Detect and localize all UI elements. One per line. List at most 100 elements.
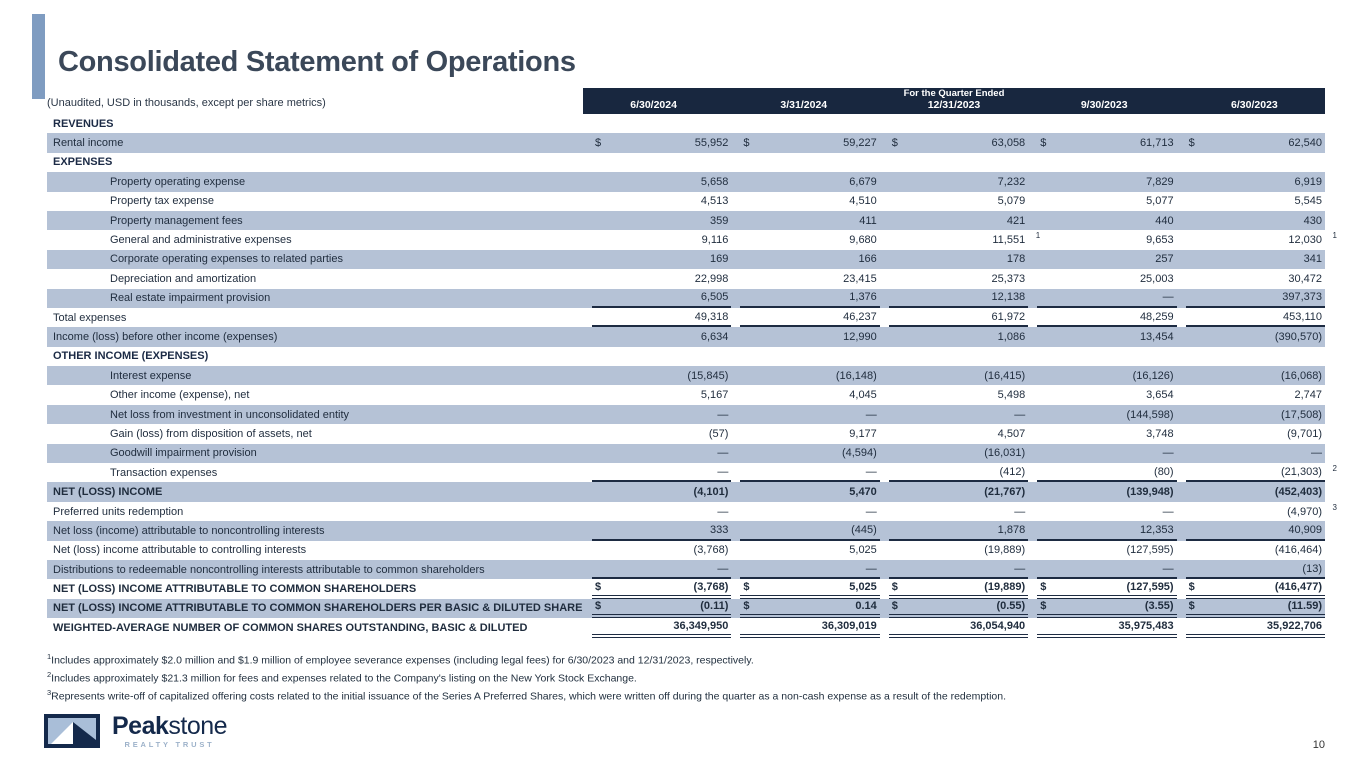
cell-value: 421	[1006, 214, 1026, 227]
row-label: Real estate impairment provision	[110, 292, 271, 305]
cell-value: 178	[1006, 253, 1026, 266]
cell-value: —	[1162, 291, 1174, 304]
cell-value: 5,025	[849, 581, 877, 594]
cell-value: —	[1014, 408, 1026, 421]
cell-value: 397,373	[1282, 291, 1322, 304]
value-cell: —	[592, 502, 731, 521]
value-cell: 48,259	[1037, 308, 1177, 328]
quarter-header-bar: For the Quarter Ended 6/30/2024 3/31/2024…	[583, 88, 1325, 114]
cell-value: 12,353	[1139, 523, 1174, 536]
value-cell: —	[592, 444, 731, 463]
cell-value: —	[865, 465, 877, 478]
row-label: Preferred units redemption	[53, 505, 184, 518]
footnote-marker: 3	[1332, 502, 1337, 512]
cell-value: 4,507	[997, 427, 1026, 440]
value-cell: —	[888, 560, 1029, 580]
cell-value: 4,045	[849, 389, 877, 402]
value-cell: 9,653	[1037, 230, 1176, 249]
table-row: Total expenses 49,318 46,237 61,972 48,259 45…	[47, 308, 1325, 328]
table-header: (Unaudited, USD in thousands, except per…	[47, 88, 1325, 114]
cell-value: —	[1162, 505, 1174, 518]
value-cell: —	[1037, 560, 1177, 580]
row-label: Rental income	[53, 137, 124, 150]
dollar-sign: $	[743, 137, 750, 150]
value-cell: 3,748	[1037, 424, 1176, 443]
row-label: Depreciation and amortization	[110, 272, 257, 285]
value-cell: 2,747	[1186, 385, 1325, 404]
value-cell: (21,303) 2	[1185, 463, 1337, 483]
page-title: Consolidated Statement of Operations	[58, 46, 576, 78]
value-cell: —	[1186, 444, 1325, 463]
dollar-sign: $	[891, 600, 898, 613]
cell-value: 4,510	[849, 195, 877, 208]
dollar-sign: $	[595, 137, 602, 150]
logo-bold-part: Peak	[112, 711, 169, 740]
row-label: Net loss from investment in unconsolidat…	[110, 408, 350, 421]
cell-value: (57)	[708, 427, 729, 440]
value-cell: 11,551 1	[889, 230, 1040, 249]
value-cell: $ (11.59)	[1185, 599, 1325, 619]
row-label: General and administrative expenses	[110, 234, 292, 247]
cell-value: 9,680	[849, 234, 877, 247]
logo-wordmark: Peakstone	[112, 711, 228, 740]
cell-value: (412)	[999, 465, 1026, 478]
row-label: Goodwill impairment provision	[110, 447, 257, 460]
value-cell: $ (3,768)	[592, 579, 732, 599]
dollar-sign: $	[743, 600, 750, 613]
row-label: Property tax expense	[110, 195, 214, 208]
value-cell: 430	[1186, 211, 1325, 230]
dollar-sign: $	[595, 581, 602, 594]
value-cell: 5,079	[889, 192, 1028, 211]
cell-value: 9,177	[849, 427, 877, 440]
value-cell: —	[592, 405, 731, 424]
dollar-sign: $	[1188, 137, 1195, 150]
value-cell: 4,507	[889, 424, 1028, 443]
value-cell: 12,353	[1037, 521, 1177, 541]
value-cell: 5,025	[740, 541, 879, 560]
table-row: Income (loss) before other income (expen…	[47, 327, 1325, 347]
row-label: NET (LOSS) INCOME ATTRIBUTABLE TO COMMON…	[53, 602, 583, 615]
row-label: Net loss (income) attributable to noncon…	[53, 524, 325, 537]
table-row: General and administrative expenses 9,116…	[47, 230, 1337, 249]
value-cell: 6,634	[592, 327, 731, 346]
cell-value: 9,653	[1146, 234, 1174, 247]
table-row: Net loss from investment in unconsolidat…	[47, 404, 1325, 425]
cell-value: 359	[710, 214, 729, 227]
cell-value: (139,948)	[1126, 486, 1174, 499]
cell-value: (11.59)	[1287, 600, 1322, 613]
value-cell: 169	[592, 250, 731, 269]
table-row: WEIGHTED-AVERAGE NUMBER OF COMMON SHARES…	[47, 618, 1325, 638]
dollar-sign: $	[595, 600, 602, 613]
date-column-header: 3/31/2024	[780, 99, 828, 111]
table-row: Real estate impairment provision 6,505 1,3…	[47, 288, 1325, 308]
value-cell: $ (0.55)	[888, 599, 1029, 619]
value-cell: 35,922,706	[1185, 618, 1325, 638]
value-cell: 5,470	[740, 482, 879, 501]
row-label: Net (loss) income attributable to contro…	[53, 544, 307, 557]
value-cell: 397,373	[1185, 289, 1325, 308]
value-cell: —	[1037, 444, 1176, 463]
cell-value: (19,889)	[984, 544, 1026, 557]
value-cell: 12,138	[888, 289, 1029, 308]
cell-value: 169	[710, 253, 729, 266]
row-label: Other income (expense), net	[110, 389, 250, 402]
cell-value: 6,919	[1294, 175, 1322, 188]
value-cell: 341	[1186, 250, 1325, 269]
cell-value: 5,498	[997, 389, 1026, 402]
value-cell: (16,126)	[1037, 366, 1176, 385]
value-cell: (4,101)	[592, 482, 731, 501]
table-row: Interest expense (15,845) (16,148) (16,415)…	[47, 366, 1325, 386]
dollar-sign: $	[1040, 600, 1047, 613]
cell-value: 40,909	[1288, 523, 1322, 536]
table-row: Net loss (income) attributable to noncon…	[47, 521, 1325, 541]
cell-value: 453,110	[1283, 310, 1322, 323]
value-cell: 166	[740, 250, 879, 269]
cell-value: (9,701)	[1287, 427, 1322, 440]
cell-value: —	[717, 408, 729, 421]
value-cell: $5,025	[740, 579, 880, 599]
value-cell: 9,177	[740, 424, 879, 443]
peakstone-logo-icon	[44, 714, 100, 748]
cell-value: (16,068)	[1281, 369, 1322, 382]
cell-value: (16,031)	[984, 447, 1026, 460]
cell-value: —	[717, 505, 729, 518]
